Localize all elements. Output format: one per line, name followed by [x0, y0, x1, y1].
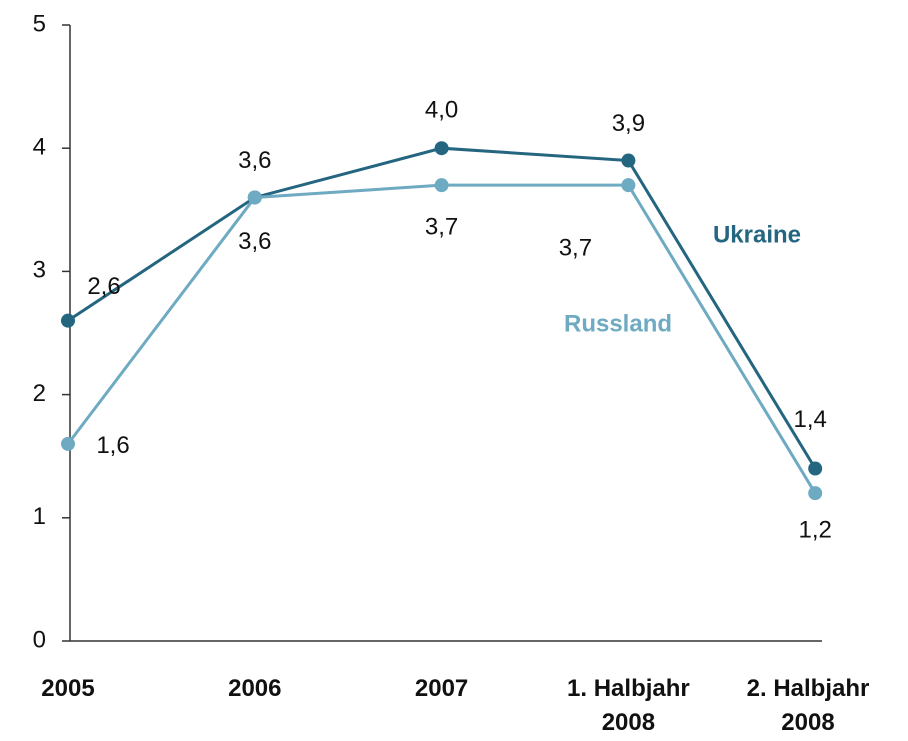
value-label: 3,7: [559, 235, 592, 262]
value-label: 1,4: [794, 406, 827, 433]
y-tick-label: 1: [33, 503, 46, 530]
point: [621, 178, 636, 193]
x-tick-label: 1. Halbjahr 2008: [567, 675, 690, 736]
y-tick-label: 2: [33, 380, 46, 407]
point: [808, 486, 823, 501]
point: [621, 153, 636, 168]
x-tick-label: 2005: [41, 675, 95, 702]
series-label: Russland: [564, 310, 672, 337]
y-tick-label: 0: [33, 626, 46, 653]
y-tick-label: 5: [33, 10, 46, 37]
point: [434, 141, 449, 156]
value-label: 3,6: [238, 147, 271, 174]
value-label: 1,2: [799, 517, 832, 544]
x-tick-label: 2007: [414, 675, 469, 702]
value-label: 2,6: [87, 273, 120, 300]
series-label: Ukraine: [713, 221, 801, 248]
y-tick-label: 4: [33, 134, 46, 161]
point: [61, 436, 75, 451]
y-tick-label: 3: [33, 257, 46, 284]
x-tick-label: 2006: [228, 675, 282, 702]
value-label: 1,6: [96, 432, 129, 459]
point: [808, 461, 823, 476]
value-label: 4,0: [425, 97, 458, 124]
x-tick-label: 2. Halbjahr 2008: [746, 675, 870, 736]
value-label: 3,9: [612, 110, 645, 137]
point: [247, 190, 262, 205]
point: [434, 178, 449, 193]
value-label: 3,7: [425, 214, 458, 241]
value-label: 3,6: [238, 228, 271, 255]
point: [61, 313, 75, 328]
